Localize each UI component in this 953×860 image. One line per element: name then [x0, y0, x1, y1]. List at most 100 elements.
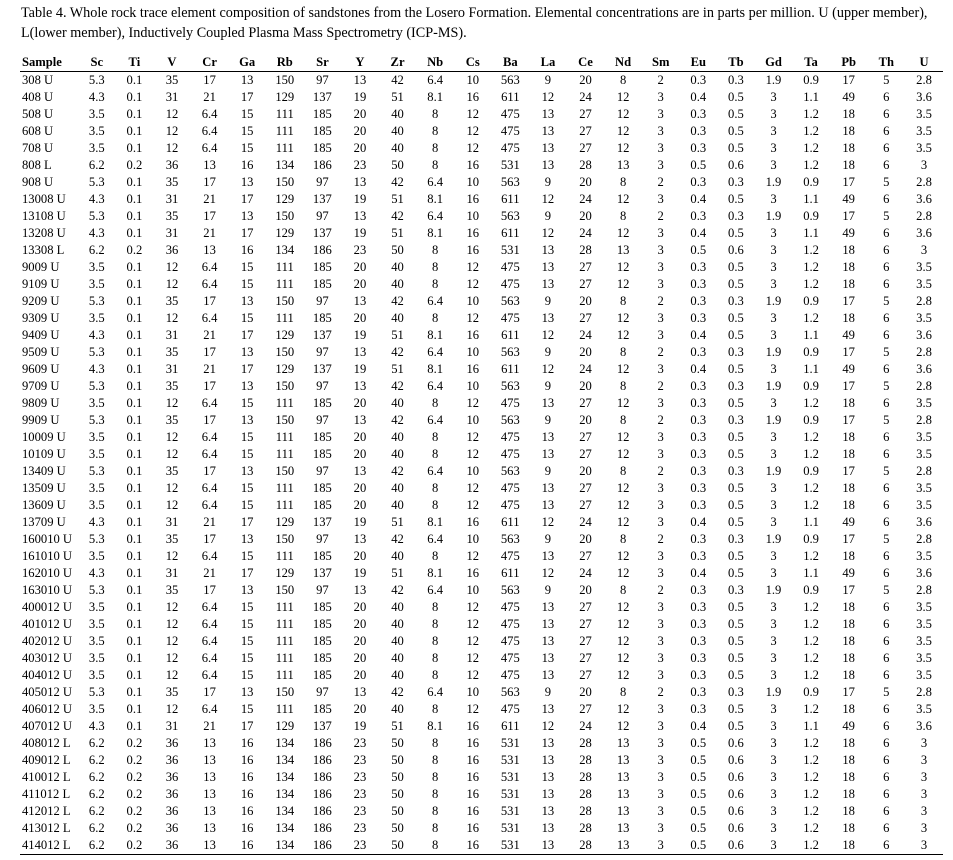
value-cell-y: 20 [353, 549, 367, 563]
value-cell-eu: 0.3 [690, 532, 707, 546]
sample-id-cell: 404012 U [22, 668, 73, 682]
value-cell-zr: 42 [391, 413, 404, 427]
value-cell-cs: 10 [466, 209, 480, 223]
value-cell-ba: 475 [500, 141, 520, 155]
value-cell-u: 3.5 [916, 260, 932, 274]
table-row: 405012 U 5.3 0.1 35 17 13 150 97 13 42 6.4 10 563 9 20… [20, 684, 943, 701]
value-cell-sm: 3 [657, 549, 664, 563]
value-cell-sr: 186 [312, 158, 332, 172]
value-cell-ga: 13 [240, 209, 254, 223]
value-cell-gd: 3 [770, 634, 777, 648]
value-cell-ga: 17 [240, 90, 254, 104]
value-cell-cr: 13 [203, 787, 216, 801]
value-cell-ga: 16 [240, 787, 254, 801]
value-cell-ta: 1.1 [803, 90, 819, 104]
value-cell-cs: 12 [466, 396, 480, 410]
value-cell-u: 3.5 [916, 311, 932, 325]
value-cell-tb: 0.6 [728, 787, 744, 801]
value-cell-sc: 3.5 [88, 702, 105, 716]
value-cell-cr: 13 [203, 736, 216, 750]
value-cell-nd: 13 [616, 243, 630, 257]
value-cell-v: 35 [165, 294, 179, 308]
value-cell-th: 5 [883, 294, 890, 308]
value-cell-u: 2.8 [916, 413, 932, 427]
value-cell-ga: 13 [240, 175, 254, 189]
column-header-nb: Nb [416, 53, 454, 72]
column-header-la: La [529, 53, 567, 72]
value-cell-ta: 0.9 [803, 532, 819, 546]
value-cell-y: 19 [353, 566, 367, 580]
value-cell-ba: 531 [500, 821, 520, 835]
value-cell-sr: 186 [303, 837, 342, 855]
column-header-cr: Cr [190, 53, 229, 72]
value-cell-ga: 16 [240, 243, 254, 257]
value-cell-la: 13 [541, 821, 555, 835]
value-cell-eu: 0.5 [690, 770, 707, 784]
value-cell-tb: 0.5 [728, 226, 744, 240]
value-cell-tb: 0.5 [728, 396, 744, 410]
value-cell-nd: 13 [616, 787, 630, 801]
value-cell-pb: 18 [842, 260, 855, 274]
sample-id-cell: 10009 U [22, 430, 66, 444]
value-cell-sm: 2 [657, 209, 664, 223]
value-cell-nd: 8 [619, 345, 627, 359]
table-row: 508 U 3.5 0.1 12 6.4 15 111 185 20 40 8 12 475 13 27 12… [20, 106, 943, 123]
value-cell-ta: 1.1 [803, 515, 819, 529]
column-header-sc: Sc [78, 53, 116, 72]
value-cell-cs: 16 [466, 192, 480, 206]
value-cell-eu: 0.4 [690, 515, 707, 529]
value-cell-ce: 28 [579, 821, 592, 835]
sample-id-cell: 9509 U [22, 345, 60, 359]
value-cell-nd: 12 [616, 515, 630, 529]
value-cell-zr: 51 [391, 566, 404, 580]
value-cell-la: 12 [541, 226, 555, 240]
value-cell-pb: 18 [842, 668, 855, 682]
value-cell-u: 3.5 [916, 107, 932, 121]
value-cell-u: 3.5 [916, 277, 932, 291]
value-cell-ba: 475 [500, 311, 520, 325]
value-cell-ce: 27 [579, 396, 592, 410]
value-cell-nb: 6.4 [427, 209, 444, 223]
sample-id-cell: 412012 L [22, 804, 71, 818]
value-cell-nd: 12 [616, 328, 630, 342]
value-cell-ce: 28 [566, 837, 605, 855]
value-cell-ga: 15 [240, 634, 254, 648]
value-cell-cr: 21 [203, 90, 216, 104]
value-cell-ce: 20 [579, 583, 592, 597]
value-cell-sc: 5.3 [88, 345, 105, 359]
value-cell-sc: 6.2 [88, 770, 105, 784]
value-cell-la: 9 [544, 685, 552, 699]
value-cell-rb: 111 [275, 141, 294, 155]
value-cell-nd: 12 [616, 226, 630, 240]
value-cell-la: 13 [541, 430, 555, 444]
value-cell-th: 6 [883, 226, 890, 240]
value-cell-tb: 0.5 [728, 141, 744, 155]
value-cell-u: 3 [920, 736, 928, 750]
value-cell-ti: 0.1 [126, 583, 143, 597]
value-cell-cs: 12 [466, 634, 480, 648]
value-cell-sc: 5.3 [88, 294, 105, 308]
value-cell-u: 3.5 [916, 124, 932, 138]
value-cell-sm: 2 [657, 413, 664, 427]
value-cell-cr: 17 [203, 379, 216, 393]
value-cell-pb: 18 [842, 617, 855, 631]
value-cell-sm: 3 [657, 753, 664, 767]
value-cell-cs: 12 [466, 430, 480, 444]
value-cell-tb: 0.3 [728, 73, 744, 87]
value-cell-tb: 0.3 [728, 532, 744, 546]
value-cell-gd: 3 [770, 753, 777, 767]
value-cell-eu: 0.3 [690, 634, 707, 648]
value-cell-tb: 0.5 [728, 362, 744, 376]
value-cell-cr: 13 [203, 821, 216, 835]
value-cell-ce: 28 [579, 753, 592, 767]
value-cell-cs: 10 [466, 583, 480, 597]
value-cell-ga: 15 [240, 498, 254, 512]
value-cell-sm: 3 [657, 498, 664, 512]
value-cell-nb: 8 [431, 770, 439, 784]
value-cell-sc: 4.3 [88, 90, 105, 104]
value-cell-ta: 1.1 [803, 328, 819, 342]
value-cell-sc: 4.3 [88, 192, 105, 206]
table-row: 163010 U 5.3 0.1 35 17 13 150 97 13 42 6.4 10 563 9 20… [20, 582, 943, 599]
value-cell-y: 13 [353, 464, 367, 478]
value-cell-sr: 137 [312, 226, 332, 240]
